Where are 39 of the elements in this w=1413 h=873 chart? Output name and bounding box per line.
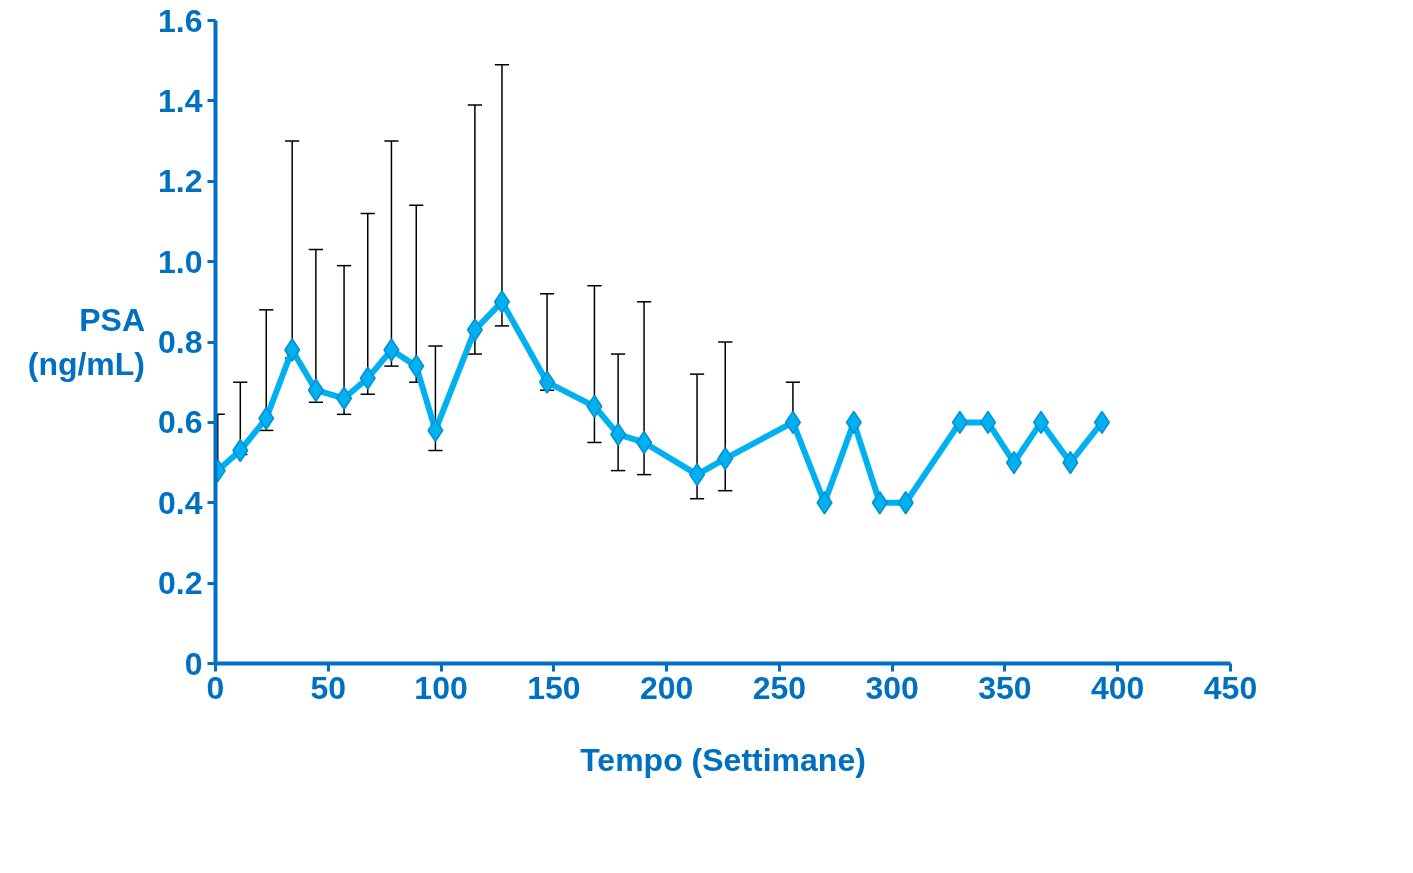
point (1005, 450, 1023, 475)
point (284, 338, 301, 362)
point (816, 491, 833, 515)
x-tick-label: 250 (752, 669, 807, 706)
point (784, 410, 802, 435)
x-tick-label: 100 (414, 669, 468, 706)
point (538, 370, 556, 394)
point (979, 410, 997, 435)
y-tick-label: 0.2 (158, 565, 203, 602)
point (493, 290, 511, 314)
point (408, 354, 425, 378)
point (466, 318, 483, 342)
x-tick-label: 400 (1091, 669, 1145, 706)
point (635, 430, 653, 455)
point (1032, 410, 1050, 435)
y-tick-label: 1.0 (158, 243, 203, 280)
x-tick-label: 300 (865, 669, 919, 706)
point (335, 386, 353, 411)
point (688, 462, 706, 487)
y-tick-label: 1.2 (158, 163, 203, 200)
x-tick-label: 350 (978, 669, 1032, 706)
point (359, 366, 376, 390)
y-tick-label: 1.6 (158, 2, 203, 39)
point (871, 491, 888, 515)
point (1093, 410, 1111, 435)
y-tick-label: 0.8 (158, 324, 203, 360)
point (307, 378, 324, 402)
y-tick-label: 0.6 (158, 404, 203, 441)
x-tick-label: 150 (527, 669, 581, 706)
x-tick-label: 200 (639, 669, 694, 706)
x-tick-label: 450 (1203, 669, 1258, 706)
y-tick-label: 0.4 (158, 484, 203, 521)
point (383, 338, 400, 362)
y-tick-label: 0 (184, 645, 203, 682)
x-tick-label: 50 (310, 669, 347, 706)
x-axis-title: Tempo (Settimane) (580, 741, 866, 778)
point (897, 491, 914, 515)
y-axis-title: PSA (ng/mL) (27, 302, 146, 382)
y-tick-label: 1.4 (158, 82, 203, 119)
